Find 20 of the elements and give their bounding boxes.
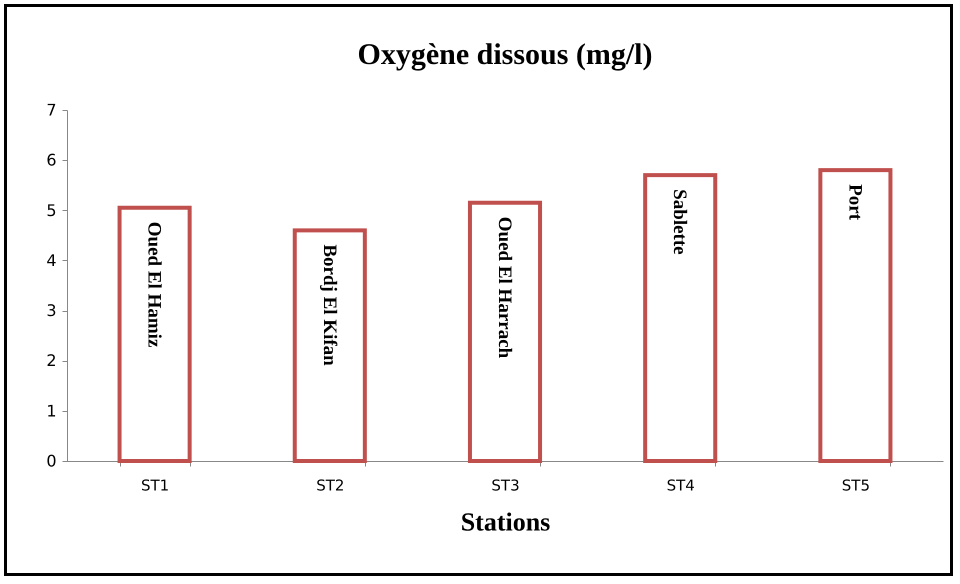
y-tick-label: 2 xyxy=(46,351,56,370)
y-tick-label: 7 xyxy=(46,100,56,120)
y-tick-label: 6 xyxy=(46,150,56,170)
annotation: Bordj El Kifan xyxy=(318,244,340,366)
y-tick-label: 1 xyxy=(46,401,56,420)
x-tick-label: ST4 xyxy=(666,476,695,494)
y-tick-label: 0 xyxy=(46,452,56,470)
y-tick-label: 3 xyxy=(46,301,56,320)
x-tick-label: ST5 xyxy=(842,476,870,494)
x-axis-title: Stations xyxy=(460,508,550,536)
chart-title: Oxygène dissous (mg/l) xyxy=(357,38,653,71)
annotation: Sablette xyxy=(669,189,690,255)
y-tick-label: 5 xyxy=(46,200,56,220)
x-tick-label: ST1 xyxy=(140,476,170,494)
x-tick-label: ST3 xyxy=(491,476,520,494)
x-tick-label: ST2 xyxy=(316,476,344,494)
annotation: Port xyxy=(844,184,866,221)
annotation: Oued El Harrach xyxy=(494,216,515,359)
y-tick-label: 4 xyxy=(46,250,56,270)
annotation: Oued El Hamiz xyxy=(144,222,165,348)
